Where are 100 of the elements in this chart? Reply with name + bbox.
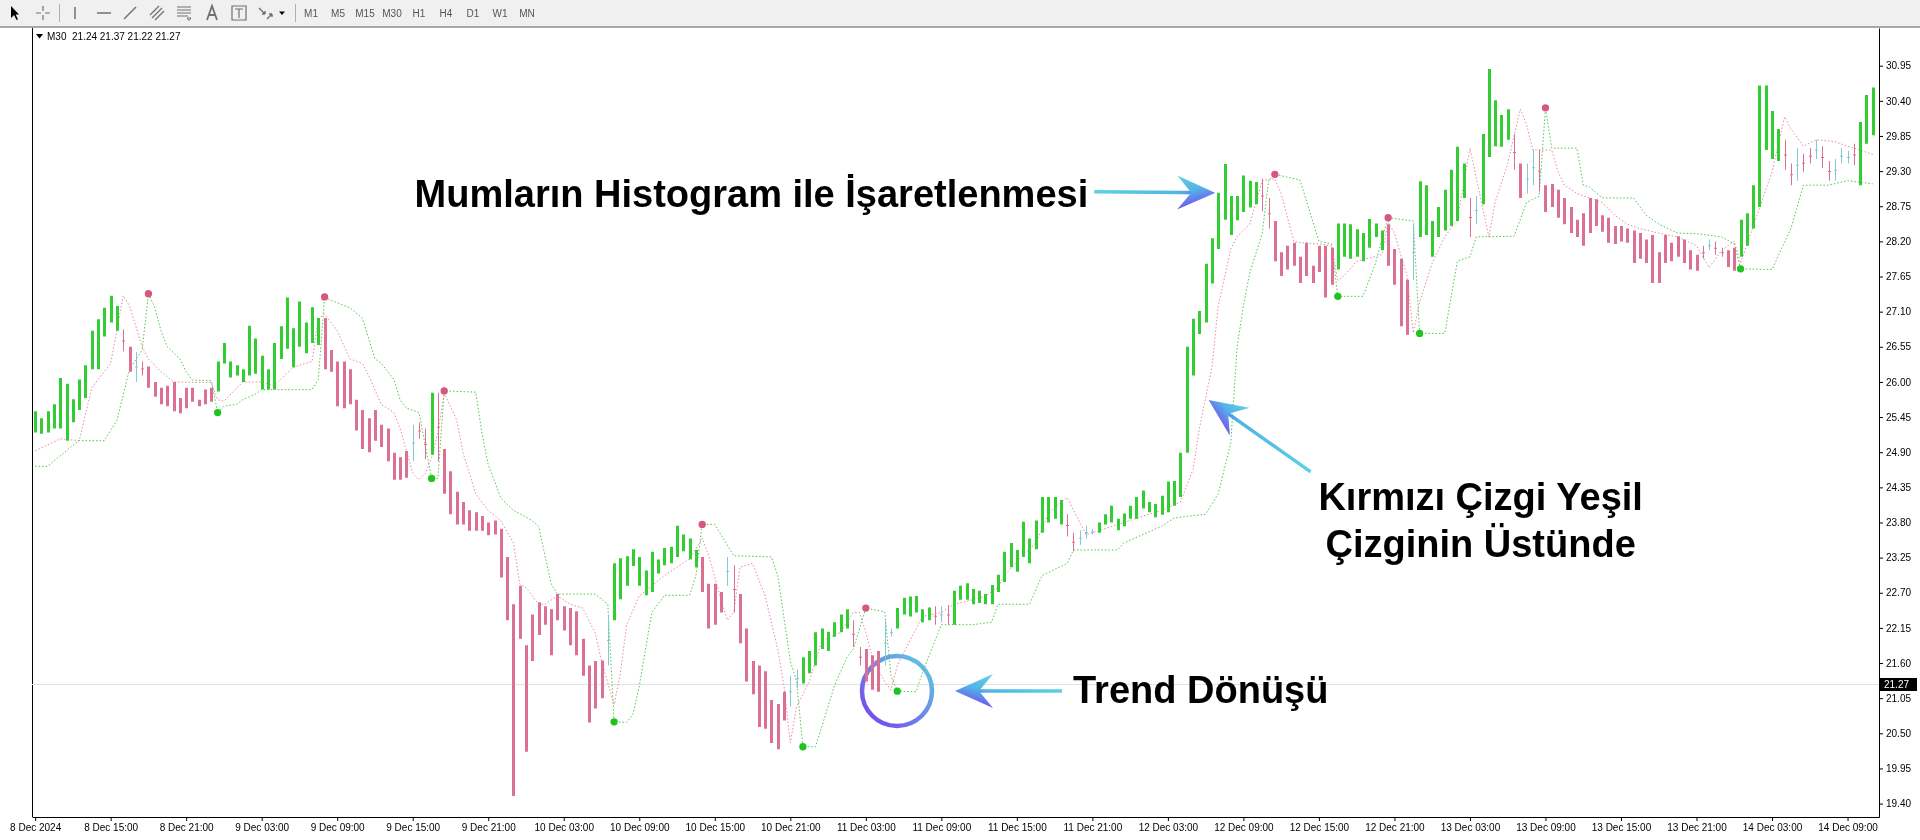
y-tick-label: 30.40 (1886, 95, 1912, 107)
annotation: Mumların Histogram ile İşaretlenmesi (414, 172, 1089, 215)
candlestick (1840, 148, 1843, 164)
point (1415, 329, 1424, 338)
candlestick (1796, 148, 1799, 181)
candlestick (412, 424, 415, 462)
annotation: Kırmızı Çizgi Yeşil Çizginin Üstünde (1318, 475, 1643, 565)
x-tick-label: 9 Dec 09:00 (310, 822, 366, 834)
candlestick (1412, 224, 1415, 281)
text: MN (519, 8, 535, 19)
x-tick-label: 10 Dec 03:00 (534, 822, 595, 834)
text: M1 (304, 8, 319, 19)
point (1736, 265, 1745, 273)
x-tick-label: 10 Dec 15:00 (685, 822, 746, 834)
x-tick-label: 11 Dec 15:00 (987, 822, 1048, 834)
x-tick-label: 10 Dec 09:00 (610, 822, 670, 834)
text: H1 (412, 8, 426, 19)
text: D1 (466, 8, 480, 19)
candlestick (1538, 149, 1541, 192)
candlestick (859, 647, 862, 666)
y-tick-label: 26.55 (1886, 341, 1912, 353)
candlestick (884, 620, 887, 666)
candlestick (796, 669, 799, 688)
chart-title: M30 21.24 21.37 21.22 21.27 (47, 31, 181, 42)
candlestick (1475, 196, 1478, 225)
y-tick-label: 19.40 (1886, 798, 1912, 810)
point (893, 687, 901, 695)
candlestick (1513, 134, 1516, 170)
candlestick (1790, 163, 1793, 186)
y-tick-label: 29.85 (1886, 130, 1912, 142)
candlestick (1469, 197, 1472, 237)
x-tick-label: 12 Dec 21:00 (1365, 822, 1426, 834)
x-tick-label: 12 Dec 03:00 (1138, 822, 1199, 834)
point (1271, 170, 1279, 178)
x-tick-label: 11 Dec 03:00 (836, 822, 897, 834)
candlestick (1828, 160, 1831, 181)
candlestick (1261, 178, 1264, 212)
x-tick-label: 13 Dec 15:00 (1591, 822, 1652, 834)
y-tick-label: 23.25 (1886, 552, 1912, 564)
y-tick-label: 30.95 (1886, 60, 1912, 72)
candlestick (1834, 158, 1837, 181)
point (1384, 214, 1392, 222)
x-tick-label: 11 Dec 09:00 (912, 822, 972, 834)
point (1334, 292, 1342, 300)
candlestick (1714, 241, 1717, 255)
y-tick-label: 26.00 (1886, 376, 1912, 388)
x-tick-label: 8 Dec 21:00 (159, 822, 215, 834)
candlestick (1066, 514, 1069, 537)
y-tick-label: 24.35 (1886, 482, 1912, 494)
candlestick (934, 606, 937, 625)
point (213, 408, 222, 417)
y-tick-label: 20.50 (1886, 728, 1912, 740)
ref-line-label: 21.27 (1884, 679, 1910, 690)
y-tick-label: 27.65 (1886, 271, 1912, 283)
point (799, 743, 807, 751)
y-tick-label: 21.60 (1886, 657, 1912, 669)
point (144, 290, 153, 298)
candlestick (1079, 530, 1082, 545)
x-tick-label: 13 Dec 21:00 (1667, 822, 1728, 834)
text: H4 (439, 8, 453, 19)
candlestick (1721, 247, 1724, 257)
y-tick-label: 22.15 (1886, 622, 1912, 634)
text: W1 (492, 8, 508, 19)
candlestick (1809, 148, 1812, 164)
candlestick (940, 606, 943, 623)
candlestick (733, 565, 736, 613)
y-tick-label: 24.90 (1886, 446, 1912, 458)
candlestick (1821, 146, 1824, 168)
point (862, 604, 870, 612)
x-tick-label: 11 Dec 21:00 (1063, 822, 1123, 834)
candlestick (1072, 532, 1075, 552)
y-tick-label: 22.70 (1886, 587, 1912, 599)
candlestick (1532, 149, 1535, 186)
y-tick-label: 29.30 (1886, 165, 1912, 177)
y-tick-label: 25.45 (1886, 411, 1912, 423)
candlestick (1526, 163, 1529, 194)
x-tick-label: 10 Dec 21:00 (761, 822, 821, 834)
x-tick-label: 8 Dec 15:00 (84, 822, 139, 834)
candlestick (947, 604, 950, 625)
text: M30 (382, 8, 403, 19)
candlestick (726, 556, 729, 586)
candlestick (122, 329, 125, 352)
y-tick-label: 19.95 (1886, 763, 1912, 775)
point (440, 387, 448, 395)
candlestick (789, 675, 792, 707)
candlestick (890, 628, 893, 637)
y-tick-label: 28.75 (1886, 200, 1912, 212)
x-tick-label: 9 Dec 15:00 (386, 822, 441, 834)
text: M5 (331, 8, 346, 19)
y-tick-label: 28.20 (1886, 236, 1912, 248)
point (1541, 104, 1550, 112)
point (320, 293, 329, 301)
y-tick-label: 21.05 (1886, 692, 1912, 704)
candlestick (1815, 139, 1818, 159)
x-tick-label: 12 Dec 09:00 (1214, 822, 1275, 834)
candlestick (852, 620, 855, 648)
x-tick-label: 14 Dec 03:00 (1742, 822, 1803, 834)
x-tick-label: 8 Dec 2024 (10, 822, 62, 834)
x-tick-label: 12 Dec 15:00 (1289, 822, 1350, 834)
point (427, 474, 436, 483)
